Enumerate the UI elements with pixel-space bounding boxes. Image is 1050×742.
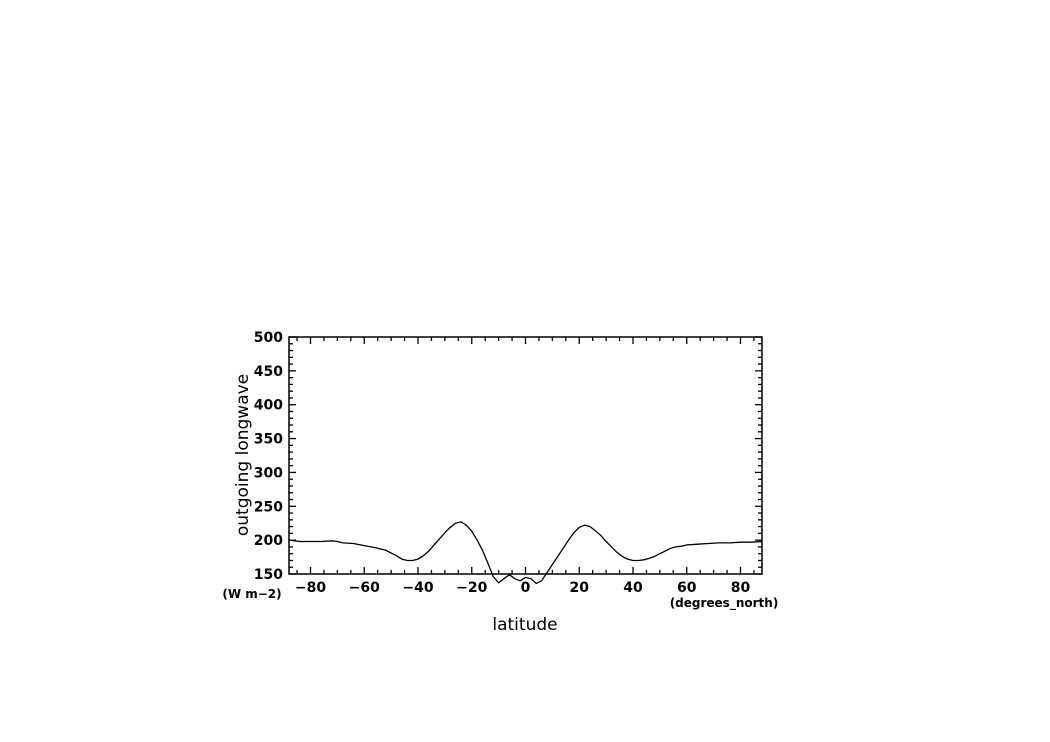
y-tick-label: 450 (254, 364, 283, 380)
x-tick-label: 80 (731, 580, 751, 596)
x-tick-label: 0 (521, 580, 531, 596)
y-units-label: (W m−2) (222, 587, 281, 601)
x-tick-label: 20 (570, 580, 590, 596)
y-tick-label: 200 (254, 533, 283, 549)
x-tick-label: −80 (295, 580, 326, 596)
x-tick-label: −60 (349, 580, 380, 596)
x-tick-label: 40 (623, 580, 643, 596)
x-tick-label: −40 (402, 580, 433, 596)
x-tick-label: −20 (456, 580, 487, 596)
y-tick-label: 150 (254, 567, 283, 583)
x-tick-label: 60 (677, 580, 697, 596)
axis-ticks (289, 336, 762, 575)
y-tick-label: 350 (254, 432, 283, 448)
x-units-label: (degrees_north) (670, 596, 779, 611)
y-tick-labels: 150 200 250 300 350 400 450 500 (254, 330, 283, 583)
y-axis-title: outgoing longwave (233, 374, 253, 536)
y-tick-label: 300 (254, 465, 283, 481)
y-tick-label: 250 (254, 499, 283, 515)
x-axis-title: latitude (492, 615, 557, 635)
series-line (288, 521, 763, 585)
x-tick-labels: −80 −60 −40 −20 0 20 40 60 80 (295, 580, 751, 596)
y-tick-label: 400 (254, 398, 283, 414)
y-tick-label: 500 (254, 330, 283, 346)
plot-frame (288, 336, 763, 575)
